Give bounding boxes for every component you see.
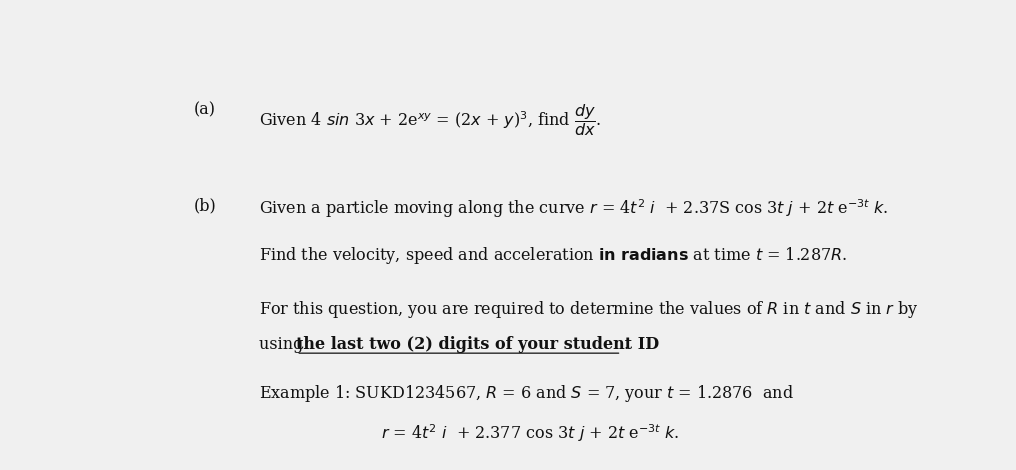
Text: Given 4 $\mathit{sin}$ 3$\mathit{x}$ + 2e$^{\mathit{xy}}$ = (2$\mathit{x}$ + $\m: Given 4 $\mathit{sin}$ 3$\mathit{x}$ + 2… (259, 102, 601, 138)
Text: $\mathit{r}$ = 4$\mathit{t}^2$ $\mathit{i}$  + 2.377 cos 3$\mathit{t}$ $\mathit{: $\mathit{r}$ = 4$\mathit{t}^2$ $\mathit{… (381, 422, 680, 444)
Text: Example 1: SUKD1234567, $\mathit{R}$ = 6 and $\mathit{S}$ = 7, your $\mathit{t}$: Example 1: SUKD1234567, $\mathit{R}$ = 6… (259, 383, 795, 404)
Text: Given a particle moving along the curve $\mathit{r}$ = 4$\mathit{t}^2$ $\mathit{: Given a particle moving along the curve … (259, 197, 889, 220)
Text: Find the velocity, speed and acceleration $\mathbf{in\ radians}$ at time $\mathi: Find the velocity, speed and acceleratio… (259, 245, 847, 266)
Text: .: . (623, 336, 628, 353)
Text: (b): (b) (194, 197, 216, 214)
Text: For this question, you are required to determine the values of $\mathit{R}$ in $: For this question, you are required to d… (259, 299, 918, 320)
Text: using: using (259, 336, 309, 353)
Text: the last two (2) digits of your student ID: the last two (2) digits of your student … (297, 336, 659, 353)
Text: (a): (a) (194, 102, 216, 118)
